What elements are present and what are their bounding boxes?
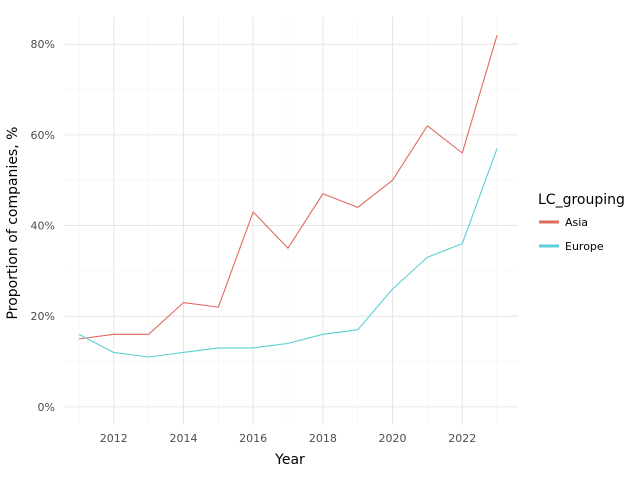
y-tick-label: 60% [31,129,55,142]
y-tick-label: 0% [38,401,55,414]
grid-lines [65,17,518,425]
x-tick-label: 2014 [169,432,197,445]
y-axis-ticks: 0% 20% 40% 60% 80% [31,38,55,414]
legend-title: LC_grouping [538,192,625,208]
series-line-europe [78,148,498,358]
y-tick-label: 40% [31,220,55,233]
x-tick-label: 2018 [309,432,337,445]
y-axis-title: Proportion of companies, % [5,127,21,320]
x-axis-title: Year [274,452,305,468]
x-tick-label: 2020 [379,432,407,445]
legend-label-europe: Europe [565,240,604,253]
x-axis-ticks: 2012 2014 2016 2018 2020 2022 [100,432,476,445]
x-tick-label: 2012 [100,432,128,445]
y-tick-label: 20% [31,310,55,323]
x-tick-label: 2016 [239,432,267,445]
x-tick-label: 2022 [448,432,476,445]
series-line-asia [78,34,498,340]
legend-label-asia: Asia [565,216,588,229]
series-lines [78,34,498,358]
y-tick-label: 80% [31,38,55,51]
legend: LC_grouping Asia Europe [538,192,625,253]
